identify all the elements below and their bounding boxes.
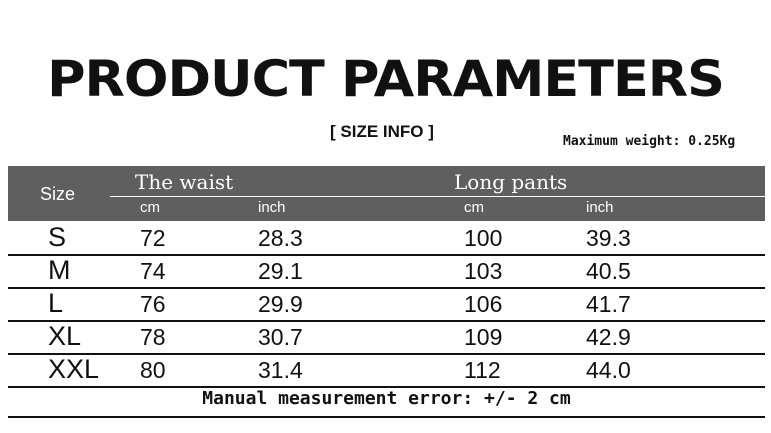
cell-waist-cm: 72 bbox=[140, 225, 166, 251]
header-pants-inch: inch bbox=[586, 199, 614, 216]
cell-waist-in: 29.9 bbox=[258, 291, 303, 317]
cell-size: S bbox=[48, 222, 67, 252]
cell-pants-cm: 109 bbox=[464, 324, 503, 350]
header-waist-inch: inch bbox=[258, 199, 286, 216]
cell-pants-in: 41.7 bbox=[586, 291, 631, 317]
header-waist: The waist bbox=[135, 170, 234, 194]
cell-pants-cm: 106 bbox=[464, 291, 503, 317]
cell-pants-in: 39.3 bbox=[586, 225, 631, 251]
cell-pants-in: 42.9 bbox=[586, 324, 631, 350]
table-row: L 76 29.9 106 41.7 bbox=[8, 287, 765, 322]
cell-waist-cm: 74 bbox=[140, 258, 166, 284]
cell-size: XL bbox=[48, 321, 82, 351]
table-row: XL 78 30.7 109 42.9 bbox=[8, 320, 765, 355]
cell-waist-in: 31.4 bbox=[258, 357, 303, 383]
cell-size: M bbox=[48, 255, 71, 285]
header-pants-cm: cm bbox=[464, 199, 484, 216]
header-divider bbox=[110, 196, 765, 197]
cell-size: XXL bbox=[48, 354, 100, 384]
cell-pants-cm: 100 bbox=[464, 225, 503, 251]
max-weight: Maximum weight: 0.25Kg bbox=[563, 134, 736, 149]
table-header: Size The waist Long pants cm inch cm inc… bbox=[8, 166, 765, 221]
cell-waist-in: 28.3 bbox=[258, 225, 303, 251]
cell-pants-in: 40.5 bbox=[586, 258, 631, 284]
cell-waist-cm: 78 bbox=[140, 324, 166, 350]
header-pants: Long pants bbox=[454, 170, 568, 194]
table-row: S 72 28.3 100 39.3 bbox=[8, 221, 765, 256]
cell-waist-in: 29.1 bbox=[258, 258, 303, 284]
cell-waist-cm: 80 bbox=[140, 357, 166, 383]
page-title: PRODUCT PARAMETERS bbox=[47, 50, 725, 108]
cell-waist-in: 30.7 bbox=[258, 324, 303, 350]
footer-note: Manual measurement error: +/- 2 cm bbox=[8, 388, 765, 418]
cell-pants-cm: 103 bbox=[464, 258, 503, 284]
size-info-label: [ SIZE INFO ] bbox=[330, 122, 434, 141]
header-size: Size bbox=[40, 184, 76, 204]
cell-size: L bbox=[48, 288, 64, 318]
header-waist-cm: cm bbox=[140, 199, 160, 216]
cell-waist-cm: 76 bbox=[140, 291, 166, 317]
cell-pants-cm: 112 bbox=[464, 357, 501, 383]
cell-pants-in: 44.0 bbox=[586, 357, 631, 383]
table-row: XXL 80 31.4 112 44.0 bbox=[8, 353, 765, 388]
table-row: M 74 29.1 103 40.5 bbox=[8, 254, 765, 289]
